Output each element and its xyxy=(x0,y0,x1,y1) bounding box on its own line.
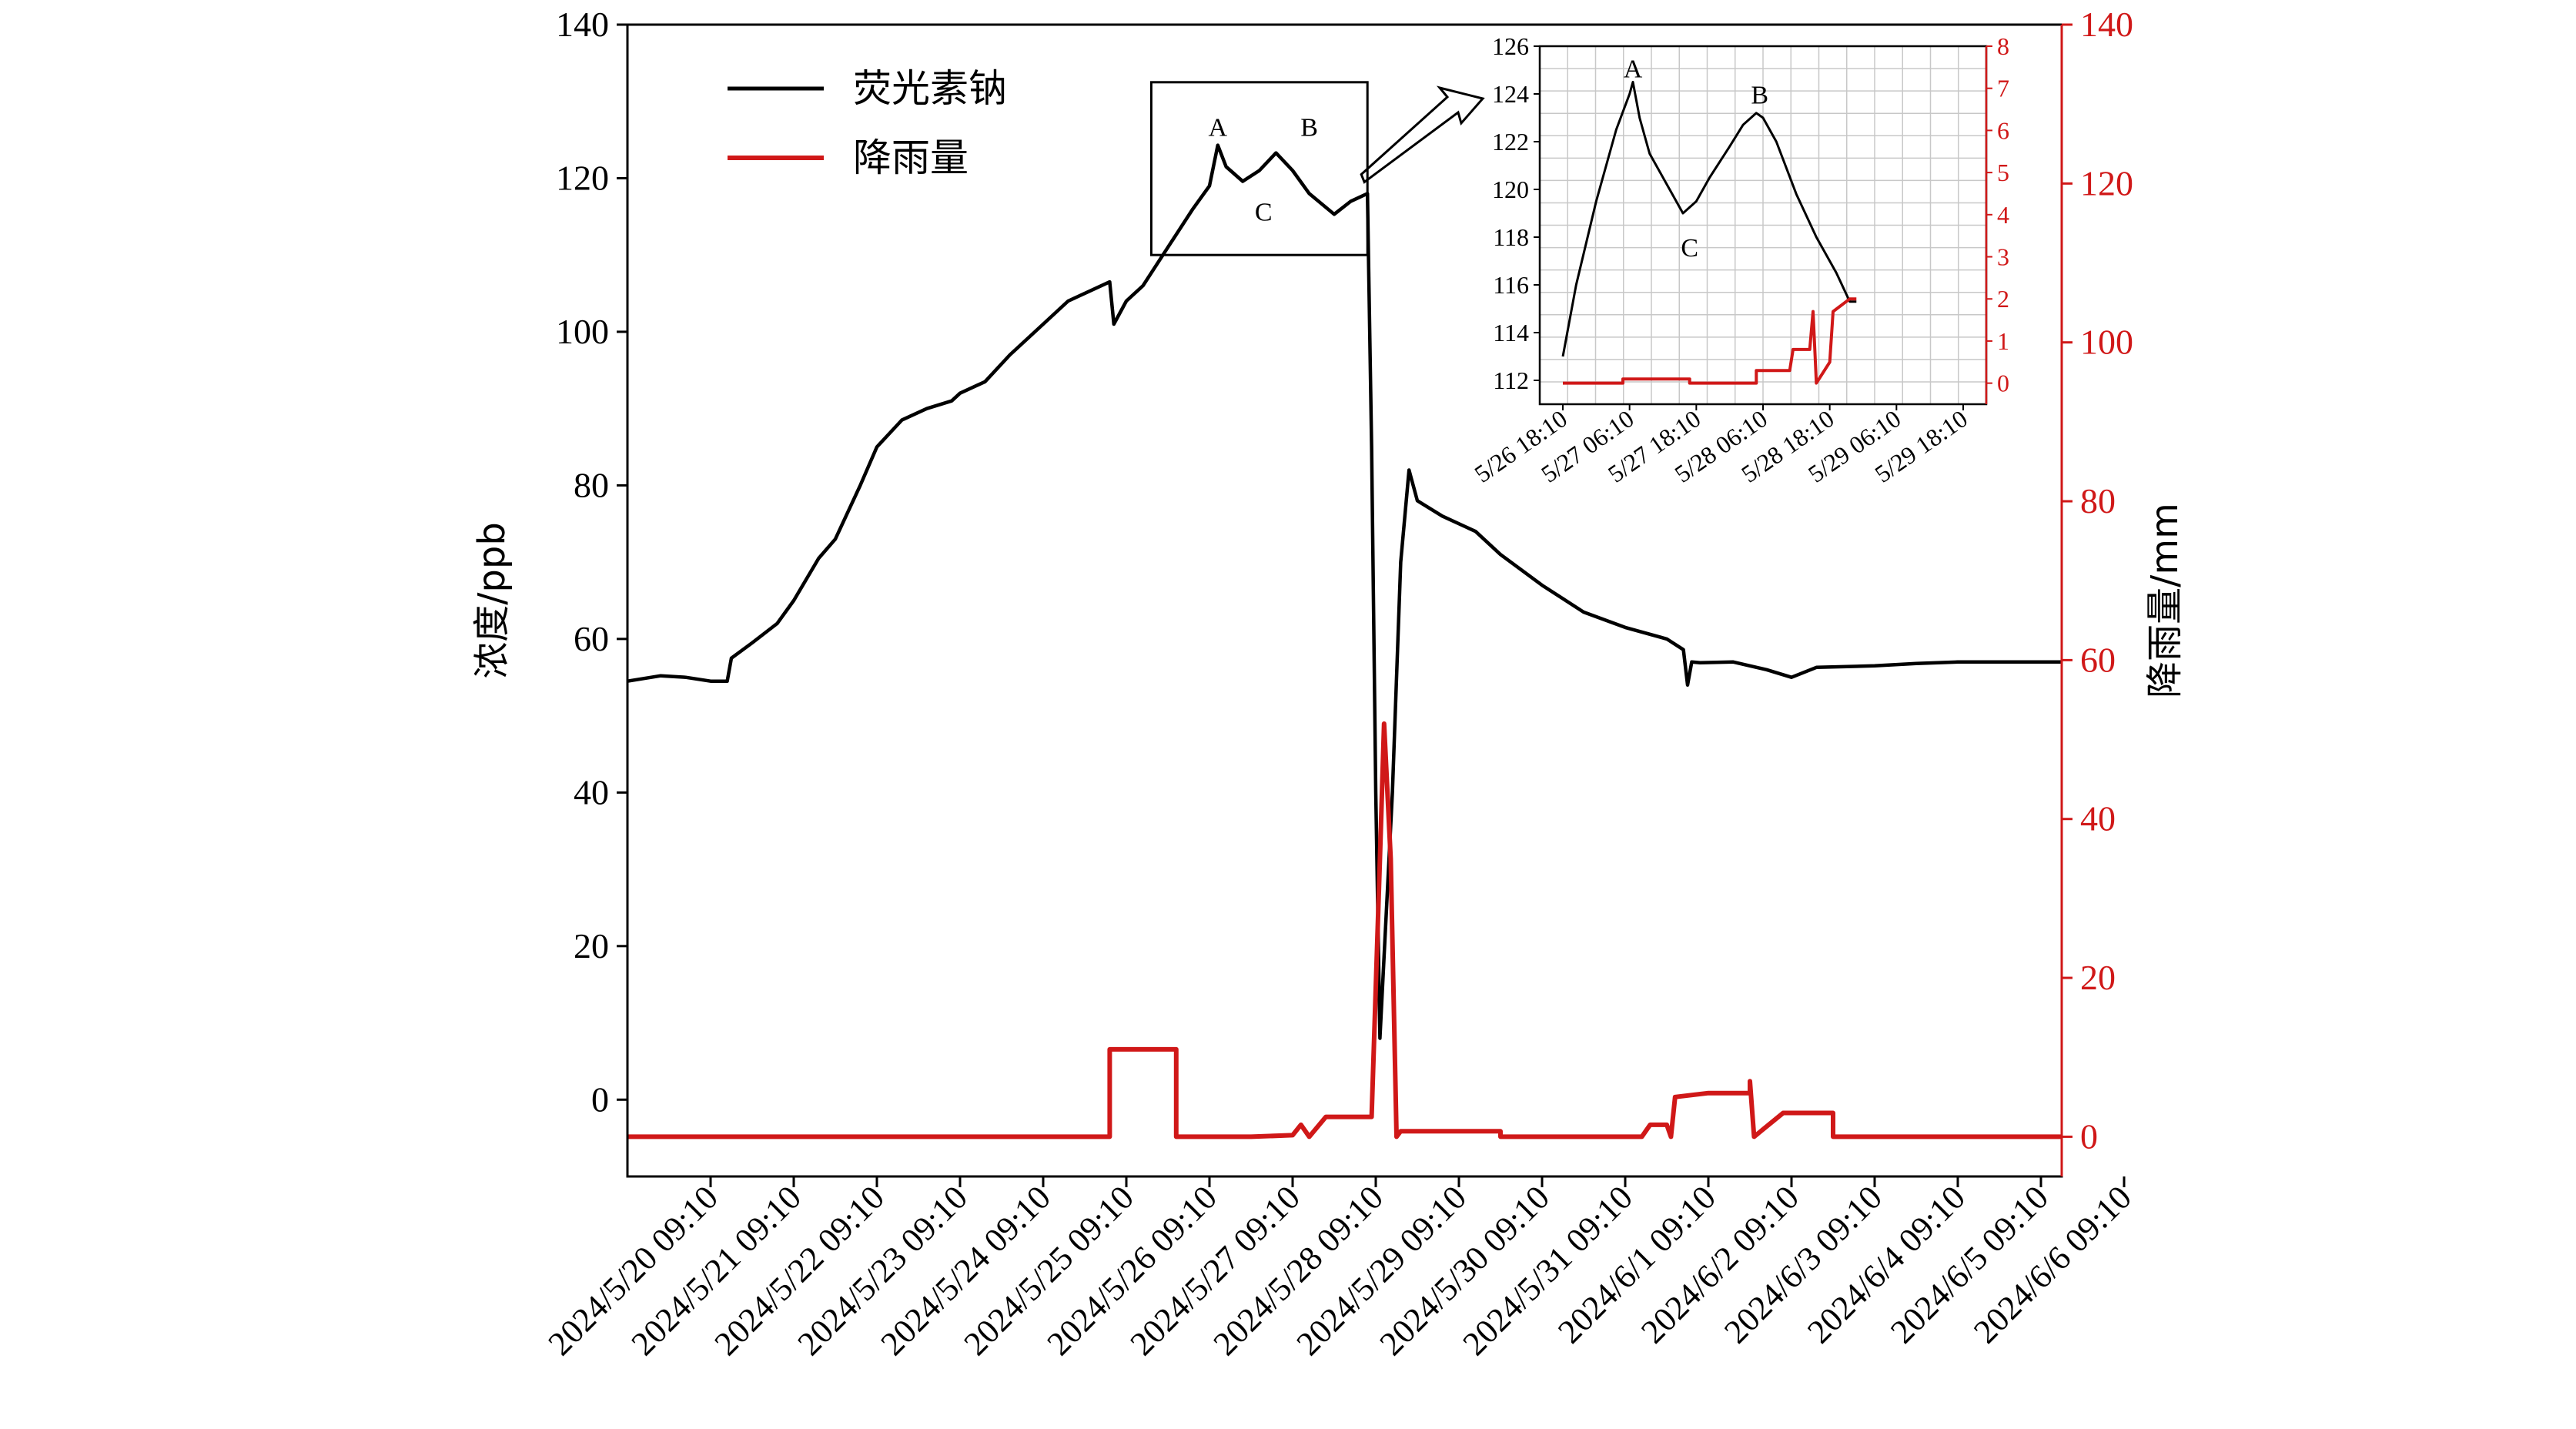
left-tick-label: 40 xyxy=(574,772,609,812)
left-tick-label: 120 xyxy=(556,158,609,197)
label-c: C xyxy=(1255,198,1273,226)
main-annotations: A B C xyxy=(1149,81,1485,256)
inset-series-line-0 xyxy=(1561,81,1857,357)
y2-axis-title: 降雨量/mm xyxy=(2143,503,2186,698)
left-tick-label: 100 xyxy=(556,312,609,351)
series-line-0 xyxy=(627,143,2062,1040)
left-tick-label: 140 xyxy=(556,5,609,44)
main-series-group xyxy=(627,143,2062,1140)
inset-left-tick-label: 122 xyxy=(1492,128,1529,156)
inset-right-tick-label: 3 xyxy=(1997,243,2009,271)
legend-label-sodium: 荧光素钠 xyxy=(853,66,1007,111)
left-tick-label: 0 xyxy=(591,1079,609,1119)
right-tick-label: 80 xyxy=(2080,481,2116,520)
inset-right-tick-label: 4 xyxy=(1997,201,2009,229)
inset-label-a: A xyxy=(1624,55,1643,83)
left-tick-label: 60 xyxy=(574,619,609,658)
inset-series-line-1 xyxy=(1563,297,1857,385)
left-tick-label: 20 xyxy=(574,926,609,965)
right-tick-label: 20 xyxy=(2080,958,2116,997)
right-tick-label: 40 xyxy=(2080,799,2116,838)
inset-label-b: B xyxy=(1751,81,1768,109)
right-tick-label: 120 xyxy=(2080,163,2133,202)
inset-right-tick-label: 6 xyxy=(1997,116,2009,144)
inset-right-tick-label: 7 xyxy=(1997,75,2009,102)
right-tick-label: 60 xyxy=(2080,640,2116,679)
inset-left-tick-label: 112 xyxy=(1493,366,1529,394)
inset-label-c: C xyxy=(1681,234,1698,263)
legend-label-rain: 降雨量 xyxy=(853,136,969,180)
inset-right-tick-label: 5 xyxy=(1997,159,2009,186)
label-b: B xyxy=(1300,114,1318,142)
y-axis-title: 浓度/ppb xyxy=(470,522,514,679)
inset-left-tick-label: 114 xyxy=(1493,319,1529,346)
inset-left-tick-label: 120 xyxy=(1492,176,1529,203)
right-tick-label: 100 xyxy=(2080,323,2133,362)
inset-left-tick-label: 118 xyxy=(1493,223,1529,251)
series-line-1 xyxy=(627,721,2062,1140)
inset-right-tick-label: 1 xyxy=(1997,327,2009,355)
left-tick-label: 80 xyxy=(574,465,609,504)
right-tick-label: 0 xyxy=(2080,1116,2098,1156)
inset-left-tick-label: 116 xyxy=(1493,271,1529,299)
inset-left-tick-label: 124 xyxy=(1492,80,1529,108)
zoom-arrow xyxy=(1360,85,1485,184)
label-a: A xyxy=(1209,114,1228,142)
inset-right-tick-label: 0 xyxy=(1997,370,2009,397)
inset-right-tick-label: 2 xyxy=(1997,285,2009,313)
inset-left-tick-label: 126 xyxy=(1492,32,1529,60)
right-tick-label: 140 xyxy=(2080,5,2133,44)
inset-right-tick-label: 8 xyxy=(1997,32,2009,60)
